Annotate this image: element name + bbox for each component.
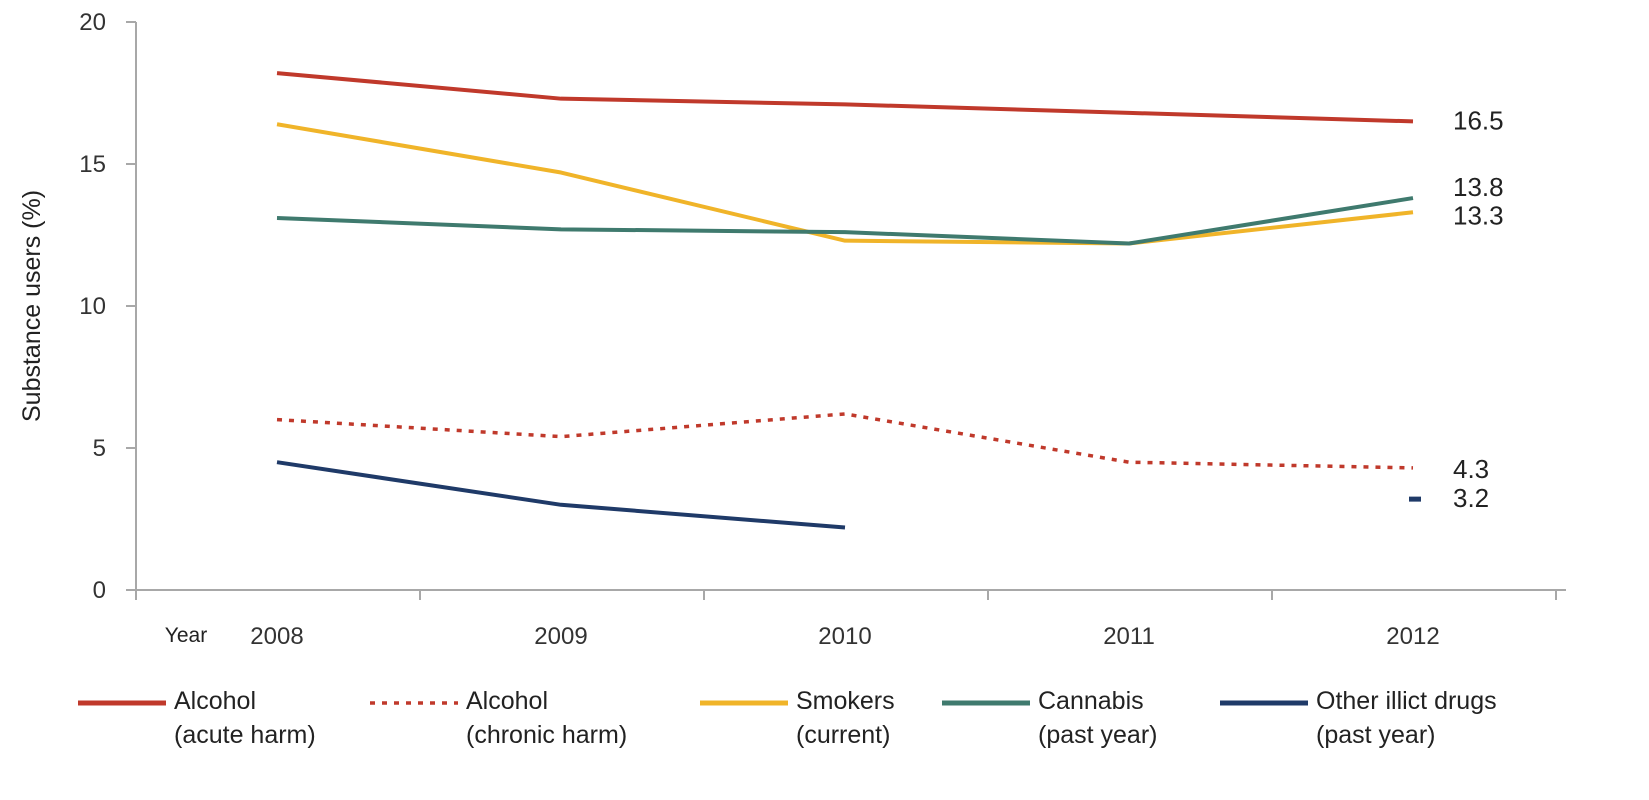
series-layer xyxy=(276,71,1421,530)
x-tick-label: 2010 xyxy=(818,623,871,650)
y-tick-label: 20 xyxy=(79,9,106,36)
y-axis-title: Substance users (%) xyxy=(18,190,46,422)
legend-label-line: Smokers xyxy=(796,687,895,715)
legend: Alcohol (acute harm) Alcohol (chronic harm)… xyxy=(0,676,1649,800)
legend-label-line: (current) xyxy=(796,721,891,749)
legend-label-line: (acute harm) xyxy=(174,721,316,749)
x-axis-title: Year xyxy=(165,624,207,647)
y-tick-label: 5 xyxy=(93,435,106,462)
legend-swatch xyxy=(78,700,166,706)
series-line xyxy=(276,460,846,530)
legend-label-line: (chronic harm) xyxy=(466,721,628,749)
legend-label-line: Alcohol xyxy=(174,687,256,715)
series-line xyxy=(276,196,1414,246)
legend-label: Other illict drugs (past year) xyxy=(1316,684,1497,752)
legend-label-line: Alcohol xyxy=(466,687,548,715)
series-end-label: 3.2 xyxy=(1453,483,1489,513)
axes: 0 5 10 15 20 2008 2009 2010 2011 2012 Year Substanc… xyxy=(18,9,1566,650)
series-end-label: 16.5 xyxy=(1453,105,1504,135)
x-tick-label: 2008 xyxy=(250,623,303,650)
x-tick-label: 2012 xyxy=(1386,623,1439,650)
series-end-label: 4.3 xyxy=(1453,454,1489,484)
series-end-label: 13.8 xyxy=(1453,172,1504,202)
legend-item: Smokers (current) xyxy=(698,684,895,752)
legend-item: Alcohol (chronic harm) xyxy=(368,684,627,752)
y-tick-label: 15 xyxy=(79,151,106,178)
series-line xyxy=(276,71,1414,124)
legend-label-line: (past year) xyxy=(1316,721,1436,749)
legend-swatch xyxy=(1220,700,1308,706)
legend-label-line: Cannabis xyxy=(1038,687,1144,715)
legend-item: Alcohol (acute harm) xyxy=(76,684,316,752)
legend-item: Other illict drugs (past year) xyxy=(1218,684,1497,752)
series-line xyxy=(276,122,1414,246)
legend-swatch xyxy=(370,701,458,705)
legend-label: Alcohol (chronic harm) xyxy=(466,684,627,752)
labels-layer: 16.5 4.3 13.313.8 3.2 xyxy=(1453,105,1504,513)
x-tick-label: 2009 xyxy=(534,623,587,650)
legend-swatch xyxy=(942,700,1030,706)
legend-label: Alcohol (acute harm) xyxy=(174,684,316,752)
legend-label: Cannabis (past year) xyxy=(1038,684,1157,752)
y-tick-label: 0 xyxy=(93,577,106,604)
series-line xyxy=(276,412,1414,470)
legend-label: Smokers (current) xyxy=(796,684,895,752)
x-tick-label: 2011 xyxy=(1103,623,1155,650)
legend-swatch xyxy=(700,700,788,706)
series-end-label: 13.3 xyxy=(1453,200,1504,230)
line-chart: 0 5 10 15 20 2008 2009 2010 2011 2012 Year Substanc… xyxy=(18,9,1566,650)
y-tick-label: 10 xyxy=(79,293,106,320)
legend-item: Cannabis (past year) xyxy=(940,684,1157,752)
legend-label-line: Other illict drugs xyxy=(1316,687,1497,715)
legend-label-line: (past year) xyxy=(1038,721,1158,749)
